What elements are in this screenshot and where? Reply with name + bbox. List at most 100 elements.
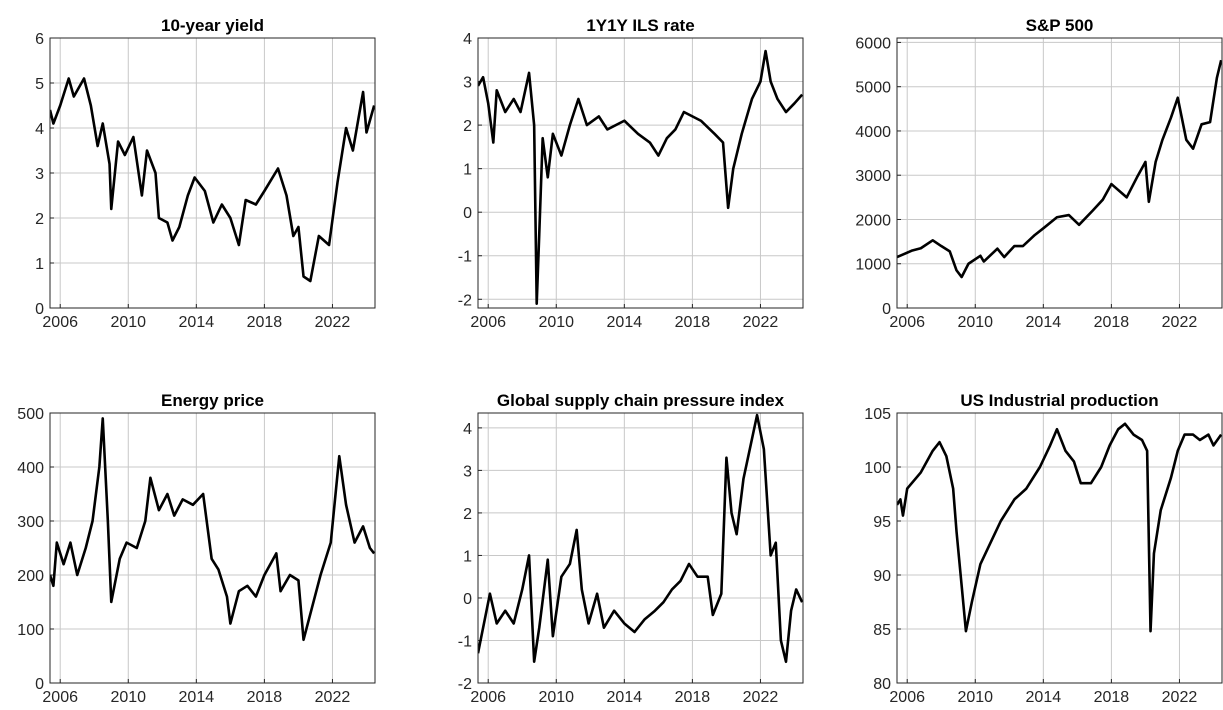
panel: 0 1000 2000 3000 4000 5000 6000 2006 2010 2014 201…	[855, 16, 1223, 331]
y-tick-label: 200	[17, 568, 44, 585]
y-tick-label: 3000	[855, 168, 891, 185]
y-tick-label: -1	[458, 633, 472, 650]
y-tick-label: 4	[463, 31, 472, 48]
data-line	[478, 413, 803, 664]
y-tick-label: 6	[35, 31, 44, 48]
x-tick-label: 2006	[889, 314, 925, 331]
data-line	[478, 49, 803, 305]
x-tick-label: 2010	[957, 314, 993, 331]
x-tick-label: 2010	[538, 314, 574, 331]
x-tick-label: 2014	[1026, 689, 1062, 706]
y-tick-label: 1000	[855, 257, 891, 274]
panel: 0 1 2 3 4 5 6 2006 2010 2014 2018 2022 10-year yield	[35, 16, 376, 331]
x-tick-label: 2006	[470, 689, 506, 706]
y-tick-label: 4	[35, 121, 44, 138]
y-tick-label: 80	[873, 676, 891, 693]
x-tick-label: 2014	[179, 314, 215, 331]
x-tick-label: 2014	[179, 689, 215, 706]
y-tick-label: 500	[17, 406, 44, 423]
x-tick-label: 2018	[1094, 689, 1130, 706]
x-tick-label: 2014	[607, 689, 643, 706]
panel: 80 85 90 95 100 105 2006 2010 2014 2018 2022 US Ind…	[864, 391, 1223, 706]
data-line	[897, 422, 1222, 633]
x-tick-label: 2022	[1162, 689, 1198, 706]
panel: -2 -1 0 1 2 3 4 2006 2010 2014 2018 2022 1Y1Y ILS ra…	[458, 16, 804, 331]
y-tick-label: -2	[458, 292, 472, 309]
x-tick-label: 2010	[957, 689, 993, 706]
y-tick-label: 5	[35, 76, 44, 93]
panel: 0 100 200 300 400 500 2006 2010 2014 2018 2022 Ener…	[17, 391, 376, 706]
chart-title: US Industrial production	[960, 391, 1158, 410]
data-line	[50, 77, 375, 283]
axes-frame	[477, 37, 804, 309]
y-tick-label: 85	[873, 622, 891, 639]
x-tick-label: 2006	[42, 689, 78, 706]
x-tick-label: 2018	[247, 314, 283, 331]
axes-frame	[49, 37, 376, 309]
y-tick-label: 1	[35, 256, 44, 273]
axes-frame	[49, 412, 376, 684]
x-tick-label: 2018	[675, 314, 711, 331]
x-tick-label: 2010	[110, 314, 146, 331]
y-tick-label: 5000	[855, 80, 891, 97]
y-tick-label: 0	[35, 676, 44, 693]
x-tick-label: 2010	[110, 689, 146, 706]
x-tick-label: 2010	[538, 689, 574, 706]
y-tick-label: 1	[463, 548, 472, 565]
y-tick-label: 100	[864, 460, 891, 477]
panel: -2 -1 0 1 2 3 4 2006 2010 2014 2018 2022 Global supp…	[458, 391, 804, 706]
plot-area	[50, 413, 375, 683]
plot-area	[897, 413, 1222, 683]
y-tick-label: 400	[17, 460, 44, 477]
y-tick-label: 0	[463, 591, 472, 608]
plot-area	[897, 38, 1222, 308]
y-tick-label: 0	[882, 301, 891, 318]
y-tick-label: 3	[463, 463, 472, 480]
y-tick-label: 2	[463, 118, 472, 135]
x-tick-label: 2014	[1026, 314, 1062, 331]
x-tick-label: 2018	[1094, 314, 1130, 331]
axes-frame	[896, 37, 1223, 309]
y-tick-label: 4	[463, 421, 472, 438]
y-tick-label: 300	[17, 514, 44, 531]
x-tick-label: 2022	[1162, 314, 1198, 331]
y-tick-label: 105	[864, 406, 891, 423]
x-tick-label: 2014	[607, 314, 643, 331]
y-tick-label: 6000	[855, 35, 891, 52]
y-tick-label: 0	[35, 301, 44, 318]
chart-title: Global supply chain pressure index	[497, 391, 785, 410]
y-tick-label: 2000	[855, 212, 891, 229]
x-tick-label: 2006	[42, 314, 78, 331]
chart-title: 10-year yield	[161, 16, 264, 35]
y-tick-label: 95	[873, 514, 891, 531]
plot-area	[478, 38, 803, 308]
axes-frame	[477, 412, 804, 684]
y-tick-label: 90	[873, 568, 891, 585]
y-tick-label: 0	[463, 205, 472, 222]
chart-title: 1Y1Y ILS rate	[586, 16, 694, 35]
y-tick-label: 100	[17, 622, 44, 639]
x-tick-label: 2022	[743, 689, 779, 706]
axes-frame	[896, 412, 1223, 684]
chart-title: Energy price	[161, 391, 264, 410]
data-line	[897, 59, 1222, 279]
x-tick-label: 2022	[315, 314, 351, 331]
data-line	[50, 417, 375, 642]
x-tick-label: 2018	[247, 689, 283, 706]
y-tick-label: -2	[458, 676, 472, 693]
x-tick-label: 2022	[315, 689, 351, 706]
chart-title: S&P 500	[1026, 16, 1094, 35]
y-tick-label: 2	[35, 211, 44, 228]
x-tick-label: 2018	[675, 689, 711, 706]
y-tick-label: -1	[458, 249, 472, 266]
x-tick-label: 2006	[470, 314, 506, 331]
x-tick-label: 2022	[743, 314, 779, 331]
x-tick-label: 2006	[889, 689, 925, 706]
y-tick-label: 3	[463, 75, 472, 92]
plot-area	[478, 413, 803, 683]
y-tick-label: 4000	[855, 124, 891, 141]
y-tick-label: 2	[463, 506, 472, 523]
y-tick-label: 3	[35, 166, 44, 183]
